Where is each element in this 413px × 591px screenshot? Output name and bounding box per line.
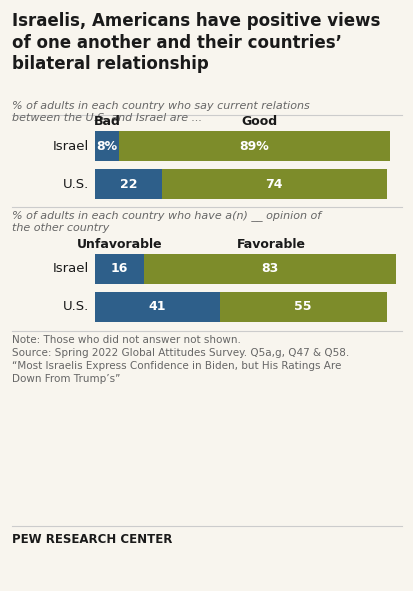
Text: “Most Israelis Express Confidence in Biden, but His Ratings Are: “Most Israelis Express Confidence in Bid… — [12, 361, 341, 371]
Text: 8%: 8% — [96, 139, 117, 152]
Text: Note: Those who did not answer not shown.: Note: Those who did not answer not shown… — [12, 335, 240, 345]
Text: Israel: Israel — [52, 262, 89, 275]
Text: Bad: Bad — [93, 115, 120, 128]
Text: % of adults in each country who say current relations
between the U.S. and Israe: % of adults in each country who say curr… — [12, 101, 309, 124]
Text: % of adults in each country who have a(n) __ opinion of
the other country: % of adults in each country who have a(n… — [12, 210, 320, 233]
Bar — [143, 254, 395, 284]
Bar — [219, 292, 386, 322]
Bar — [95, 131, 119, 161]
Bar — [95, 292, 219, 322]
Text: 89%: 89% — [239, 139, 269, 152]
Bar — [161, 169, 386, 199]
Bar — [95, 254, 143, 284]
Text: U.S.: U.S. — [63, 177, 89, 190]
Text: U.S.: U.S. — [63, 300, 89, 313]
Bar — [119, 131, 389, 161]
Text: 74: 74 — [265, 177, 282, 190]
Text: 83: 83 — [261, 262, 278, 275]
Text: Down From Trump’s”: Down From Trump’s” — [12, 374, 120, 384]
Text: 22: 22 — [119, 177, 137, 190]
Bar — [95, 169, 161, 199]
Text: Unfavorable: Unfavorable — [76, 238, 162, 251]
Text: Good: Good — [240, 115, 277, 128]
Text: PEW RESEARCH CENTER: PEW RESEARCH CENTER — [12, 533, 172, 546]
Text: Israel: Israel — [52, 139, 89, 152]
Text: 41: 41 — [148, 300, 166, 313]
Text: Israelis, Americans have positive views
of one another and their countries’
bila: Israelis, Americans have positive views … — [12, 12, 380, 73]
Text: 16: 16 — [110, 262, 128, 275]
Text: Favorable: Favorable — [236, 238, 305, 251]
Text: Source: Spring 2022 Global Attitudes Survey. Q5a,g, Q47 & Q58.: Source: Spring 2022 Global Attitudes Sur… — [12, 348, 349, 358]
Text: 55: 55 — [294, 300, 311, 313]
